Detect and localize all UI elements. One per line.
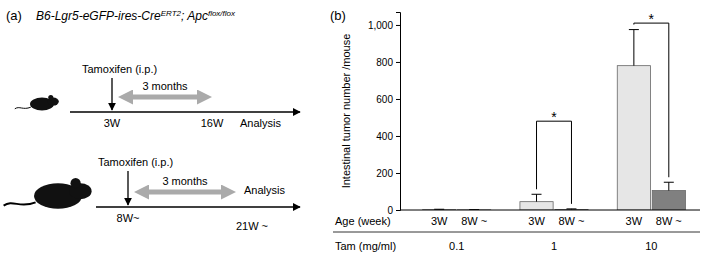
end-label: 16W [201,117,224,129]
tamoxifen-arrow [127,171,128,205]
duration-arrow [140,190,230,195]
error-bar [532,194,542,201]
mouse-ear [48,95,53,100]
group-label: 10 [645,240,657,252]
mouse-tail [4,202,36,205]
group-label: 1 [551,240,557,252]
y-tick-mark [396,25,400,26]
significance-label: * [551,109,557,125]
tamoxifen-label: Tamoxifen (i.p.) [82,63,157,75]
x-tick-label: 3W [528,215,545,227]
error-bar [629,30,639,66]
error-cap [629,29,639,30]
y-tick: 1,000 [368,20,400,31]
start-label: 8W~ [117,212,140,224]
analysis-label: Analysis [240,117,281,129]
figure: (a) B6-Lgr5-eGFP-ires-CreERT2; Apcflox/fl… [0,0,715,278]
x-tick-label: 8W ~ [461,215,487,227]
y-tick-label: 800 [376,57,393,68]
significance-bracket [634,23,669,177]
tamoxifen-label: Tamoxifen (i.p.) [98,156,173,168]
x-tick-label: 8W ~ [656,215,682,227]
error-cap [566,208,576,209]
error-stem [633,30,634,66]
y-tick-mark [396,173,400,174]
genotype-part: flox/flox [208,9,236,18]
timeline-axis [96,206,300,207]
y-tick-mark [396,136,400,137]
bar [617,66,650,210]
panel-label: (b) [330,8,346,23]
tamoxifen-arrow [111,78,112,110]
y-tick: 800 [376,57,400,68]
row-label: Age (week) [335,215,391,227]
timeline-axis [70,111,300,112]
y-tick-label: 200 [376,168,393,179]
y-tick: 400 [376,131,400,142]
y-axis-title: Intestinal tumor number /mouse [340,34,352,189]
significance-label: * [649,11,655,27]
error-cap [664,182,674,183]
error-stem [668,182,669,190]
start-label: 3W [104,117,121,129]
y-tick-label: 600 [376,94,393,105]
y-tick-mark [396,62,400,63]
bar [652,191,685,210]
y-axis-line [396,13,401,211]
x-tick-label: 3W [626,215,643,227]
mouse-icon [15,95,59,110]
y-axis: 02004006008001,000 [368,13,401,216]
x-tick-label: 8W ~ [558,215,584,227]
genotype-part: ; Apc [181,9,208,23]
y-tick-label: 400 [376,131,393,142]
genotype-part: B6-Lgr5-eGFP-ires-Cre [36,9,161,23]
error-cap [532,194,542,195]
plot-area [423,30,686,210]
significance-bracket [537,121,572,204]
mouse-icon [4,178,92,209]
y-tick: 600 [376,94,400,105]
duration-label: 3 months [162,175,208,187]
y-tick-label: 1,000 [368,20,393,31]
error-stem [536,194,537,201]
group-label: 0.1 [449,240,464,252]
row-label: Tam (mg/ml) [335,240,396,252]
duration-arrow [124,95,206,100]
x-axis-line [400,210,700,211]
mouse-ear [70,178,80,188]
genotype: B6-Lgr5-eGFP-ires-CreERT2; Apcflox/flox [36,9,236,24]
row-separator [333,232,700,233]
duration-label: 3 months [142,80,188,92]
y-tick-mark [396,210,400,211]
bar [520,202,553,210]
mouse-tail [15,107,31,109]
panel-label: (a) [6,8,22,23]
y-tick-mark [396,99,400,100]
analysis-label: Analysis [244,184,285,196]
genotype-part: ERT2 [161,9,182,18]
y-tick: 200 [376,168,400,179]
x-tick-label: 3W [431,215,448,227]
error-bar [664,182,674,190]
end-label: 21W ~ [236,220,268,232]
